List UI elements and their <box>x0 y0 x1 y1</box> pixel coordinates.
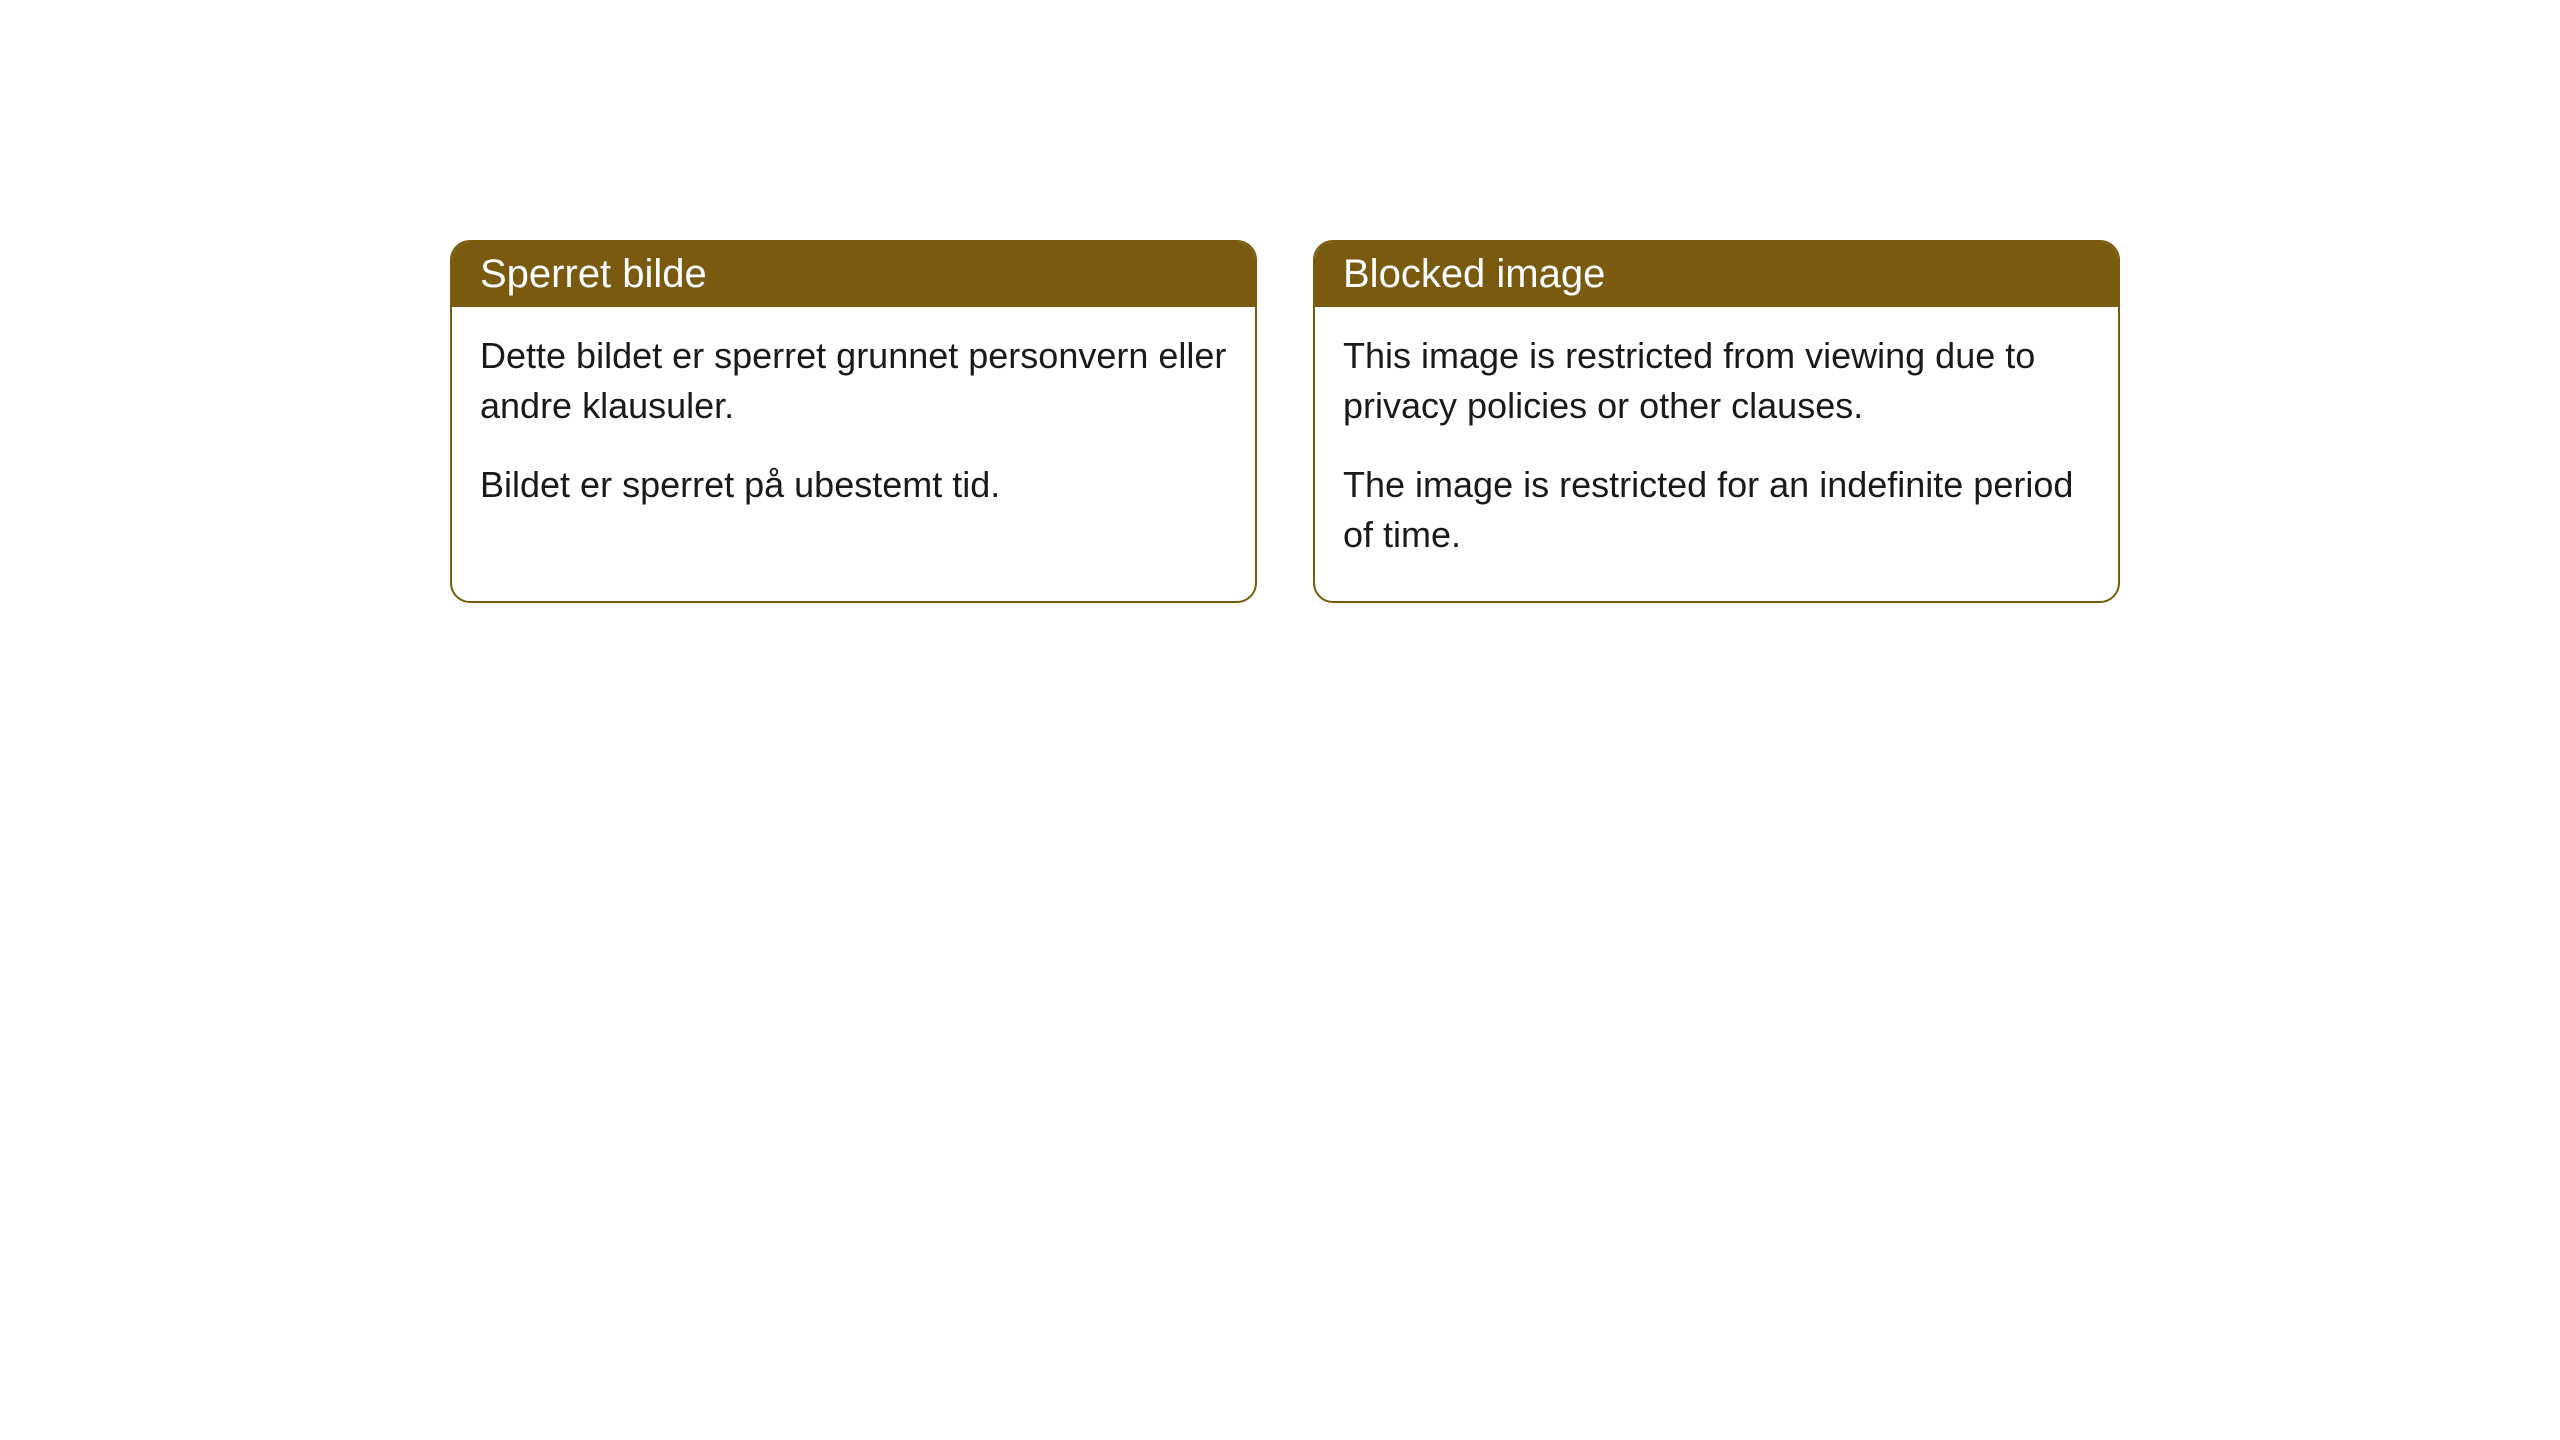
card-paragraph: This image is restricted from viewing du… <box>1343 331 2090 432</box>
card-body: Dette bildet er sperret grunnet personve… <box>452 307 1255 550</box>
card-body: This image is restricted from viewing du… <box>1315 307 2118 601</box>
blocked-image-card-english: Blocked image This image is restricted f… <box>1313 240 2120 603</box>
card-title: Blocked image <box>1315 242 2118 307</box>
card-paragraph: Dette bildet er sperret grunnet personve… <box>480 331 1227 432</box>
card-paragraph: The image is restricted for an indefinit… <box>1343 460 2090 561</box>
card-container: Sperret bilde Dette bildet er sperret gr… <box>450 240 2120 603</box>
card-title: Sperret bilde <box>452 242 1255 307</box>
card-paragraph: Bildet er sperret på ubestemt tid. <box>480 460 1227 510</box>
blocked-image-card-norwegian: Sperret bilde Dette bildet er sperret gr… <box>450 240 1257 603</box>
